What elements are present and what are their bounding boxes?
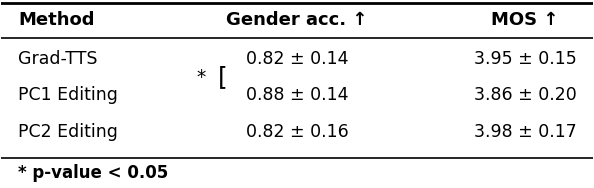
- Text: 3.98 ± 0.17: 3.98 ± 0.17: [474, 123, 577, 141]
- Text: * p-value < 0.05: * p-value < 0.05: [18, 164, 169, 182]
- Text: *: *: [197, 68, 206, 87]
- Text: 0.82 ± 0.16: 0.82 ± 0.16: [246, 123, 348, 141]
- Text: Grad-TTS: Grad-TTS: [18, 50, 98, 68]
- Text: 3.86 ± 0.20: 3.86 ± 0.20: [474, 86, 577, 104]
- Text: 0.88 ± 0.14: 0.88 ± 0.14: [246, 86, 348, 104]
- Text: Method: Method: [18, 11, 95, 29]
- Text: 0.82 ± 0.14: 0.82 ± 0.14: [246, 50, 348, 68]
- Text: Gender acc. ↑: Gender acc. ↑: [226, 11, 368, 29]
- Text: MOS ↑: MOS ↑: [491, 11, 559, 29]
- Text: PC1 Editing: PC1 Editing: [18, 86, 118, 104]
- Text: [: [: [218, 65, 228, 89]
- Text: 3.95 ± 0.15: 3.95 ± 0.15: [474, 50, 577, 68]
- Text: PC2 Editing: PC2 Editing: [18, 123, 118, 141]
